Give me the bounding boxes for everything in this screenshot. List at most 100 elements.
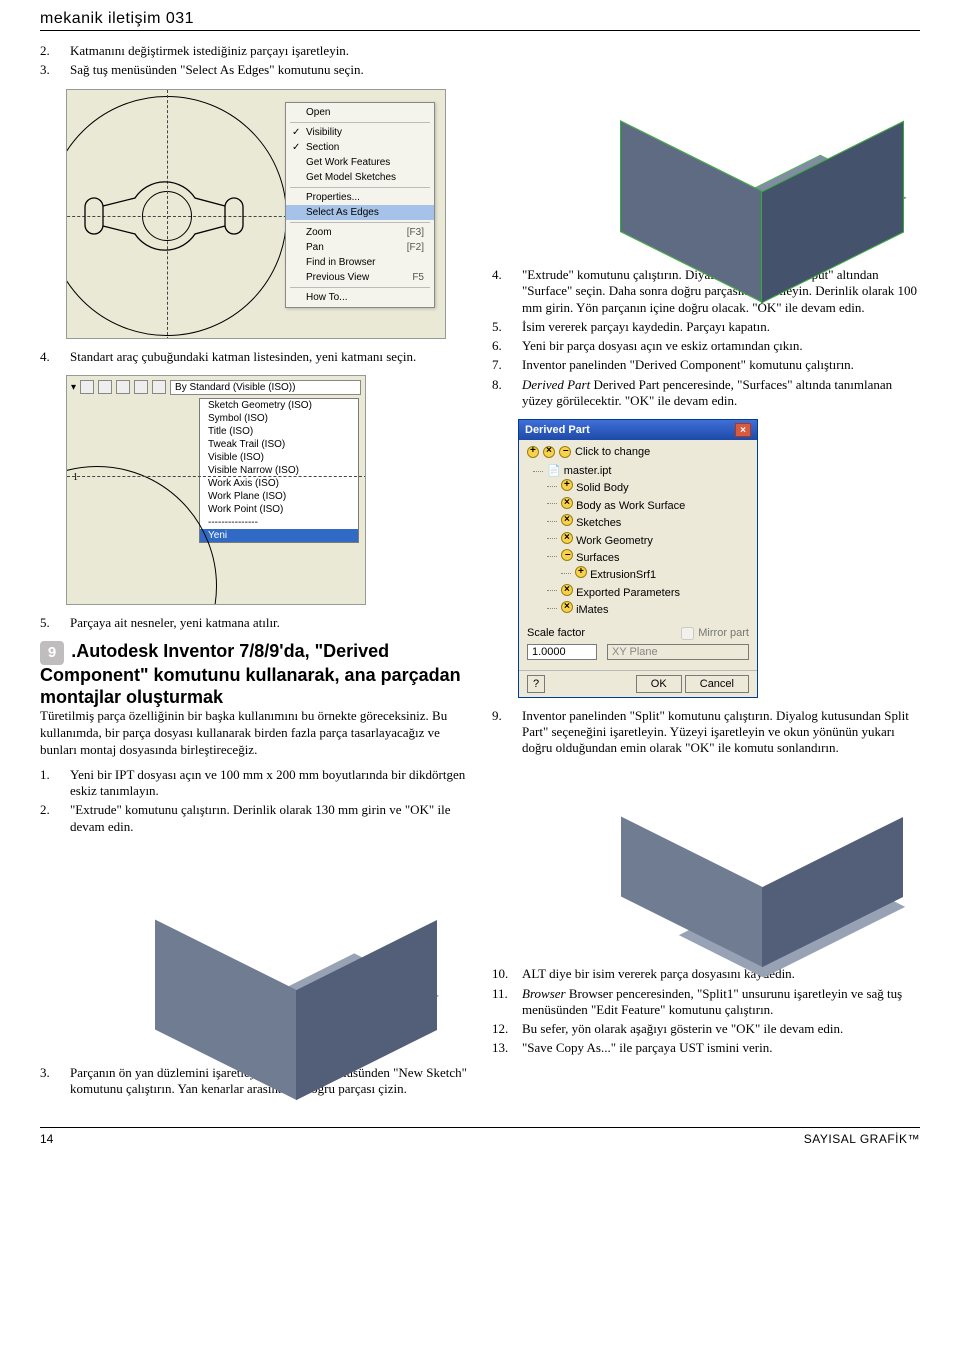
step-num: 4.	[492, 267, 510, 316]
section-heading: 9 .Autodesk Inventor 7/8/9'da, "Derived …	[40, 641, 468, 708]
section-number-badge: 9	[40, 641, 64, 665]
dialog-title: Derived Part	[525, 424, 590, 436]
layer-option[interactable]: Sketch Geometry (ISO)	[200, 399, 358, 412]
right-column: 4."Extrude" komutunu çalıştırın. Diyalog…	[492, 43, 920, 1107]
subtract-icon[interactable]	[559, 446, 571, 458]
click-to-change-row[interactable]: Click to change	[527, 446, 749, 458]
mirror-checkbox[interactable]: Mirror part	[681, 627, 749, 640]
menu-zoom[interactable]: Zoom[F3]	[286, 225, 434, 240]
steps-b: 1. Yeni bir IPT dosyası açın ve 100 mm x …	[40, 767, 468, 835]
derived-tree: 📄 master.ipt Solid Body Body as Work Sur…	[533, 464, 749, 619]
step-num: 3.	[40, 62, 58, 78]
step-text: Yeni bir parça dosyası açın ve eskiz ort…	[522, 338, 803, 354]
mirror-plane-input	[607, 644, 749, 660]
step-text: Yeni bir IPT dosyası açın ve 100 mm x 20…	[70, 767, 468, 800]
layer-option[interactable]: Work Axis (ISO)	[200, 477, 358, 490]
figure-layer-dropdown: ▾ By Standard (Visible (ISO)) Sketch Geo…	[66, 375, 366, 605]
step-num: 5.	[492, 319, 510, 335]
tree-label: master.ipt	[564, 465, 612, 477]
tree-node[interactable]: Sketches	[547, 514, 749, 531]
dialog-titlebar: Derived Part ×	[519, 420, 757, 440]
step-text: Parçaya ait nesneler, yeni katmana atılı…	[70, 615, 280, 631]
menu-visibility[interactable]: Visibility	[286, 125, 434, 140]
plus-icon	[561, 479, 573, 491]
step-num: 5.	[40, 615, 58, 631]
include-icon[interactable]	[527, 446, 539, 458]
iso-box-green-edges	[532, 47, 852, 257]
tree-node[interactable]: Exported Parameters	[547, 584, 749, 601]
tree-label: Body as Work Surface	[576, 500, 685, 512]
menu-shortcut: [F3]	[407, 227, 424, 238]
menu-pan[interactable]: Pan[F2]	[286, 240, 434, 255]
italic-term: Browser	[522, 986, 566, 1001]
menu-get-model-sketches[interactable]: Get Model Sketches	[286, 170, 434, 185]
step-text: Inventor panelinden "Split" komutunu çal…	[522, 708, 920, 757]
layer-option[interactable]: Symbol (ISO)	[200, 412, 358, 425]
layer-option-selected[interactable]: Yeni	[200, 529, 358, 542]
menu-find-in-browser[interactable]: Find in Browser	[286, 255, 434, 270]
layer-combobox[interactable]: By Standard (Visible (ISO))	[170, 380, 361, 395]
context-menu[interactable]: Open Visibility Section Get Work Feature…	[285, 102, 435, 308]
layer-option[interactable]: Title (ISO)	[200, 425, 358, 438]
step-num: 4.	[40, 349, 58, 365]
toolbar-icon[interactable]	[80, 380, 94, 394]
click-label: Click to change	[575, 446, 650, 458]
drawing-outer-circle	[66, 466, 217, 605]
tree-node[interactable]: iMates	[547, 601, 749, 618]
menu-label: Previous View	[306, 272, 369, 283]
menu-previous-view[interactable]: Previous ViewF5	[286, 270, 434, 285]
tree-label: Solid Body	[576, 482, 629, 494]
axis-line	[67, 476, 366, 477]
menu-get-work-features[interactable]: Get Work Features	[286, 155, 434, 170]
x-icon	[561, 584, 573, 596]
menu-open[interactable]: Open	[286, 105, 434, 120]
layer-option[interactable]: Work Plane (ISO)	[200, 490, 358, 503]
layer-option[interactable]: Tweak Trail (ISO)	[200, 438, 358, 451]
ok-button[interactable]: OK	[636, 675, 682, 693]
left-column: 2. Katmanını değiştirmek istediğiniz parç…	[40, 43, 468, 1107]
steps-5: 5. Parçaya ait nesneler, yeni katmana atı…	[40, 615, 468, 631]
menu-properties[interactable]: Properties...	[286, 190, 434, 205]
cancel-button[interactable]: Cancel	[685, 675, 749, 693]
step-text: Derived Part Derived Part penceresinde, …	[522, 377, 920, 410]
menu-sep	[290, 222, 430, 223]
toolbar-sep: ▾	[71, 382, 76, 393]
help-button[interactable]: ?	[527, 675, 545, 693]
tree-node[interactable]: Surfaces	[547, 549, 749, 566]
menu-label: Pan	[306, 242, 324, 253]
iso-box-plain	[66, 845, 386, 1055]
close-icon[interactable]: ×	[735, 423, 751, 437]
toolbar-icon[interactable]	[116, 380, 130, 394]
step-num: 11.	[492, 986, 510, 1019]
menu-section[interactable]: Section	[286, 140, 434, 155]
step-text: "Extrude" komutunu çalıştırın. Derinlik …	[70, 802, 468, 835]
toolbar-icon[interactable]	[98, 380, 112, 394]
tree-label: Surfaces	[576, 552, 619, 564]
tree-node[interactable]: Work Geometry	[547, 532, 749, 549]
toolbar-icon[interactable]	[152, 380, 166, 394]
scale-input[interactable]	[527, 644, 597, 660]
step-num: 2.	[40, 43, 58, 59]
step-text: Katmanını değiştirmek istediğiniz parçay…	[70, 43, 349, 59]
layer-option[interactable]: Work Point (ISO)	[200, 503, 358, 516]
mirror-label: Mirror part	[698, 627, 749, 639]
tree-label: iMates	[576, 604, 608, 616]
section-paragraph: Türetilmiş parça özelliğinin bir başka k…	[40, 708, 468, 759]
step-num: 13.	[492, 1040, 510, 1056]
step-text: Inventor panelinden "Derived Component" …	[522, 357, 854, 373]
menu-select-as-edges[interactable]: Select As Edges	[286, 205, 434, 220]
main-columns: 2. Katmanını değiştirmek istediğiniz parç…	[40, 43, 920, 1107]
tree-node[interactable]: Body as Work Surface	[547, 497, 749, 514]
tree-root[interactable]: 📄 master.ipt	[533, 464, 749, 479]
menu-how-to[interactable]: How To...	[286, 290, 434, 305]
layer-option[interactable]: Visible (ISO)	[200, 451, 358, 464]
exclude-icon[interactable]	[543, 446, 555, 458]
toolbar-icon[interactable]	[134, 380, 148, 394]
step-num: 2.	[40, 802, 58, 835]
x-icon	[561, 532, 573, 544]
tree-node[interactable]: ExtrusionSrf1	[561, 566, 749, 583]
tree-node[interactable]: Solid Body	[547, 479, 749, 496]
bracket-sketch	[79, 162, 259, 272]
step-num: 1.	[40, 767, 58, 800]
layer-dropdown-list[interactable]: Sketch Geometry (ISO) Symbol (ISO) Title…	[199, 398, 359, 543]
